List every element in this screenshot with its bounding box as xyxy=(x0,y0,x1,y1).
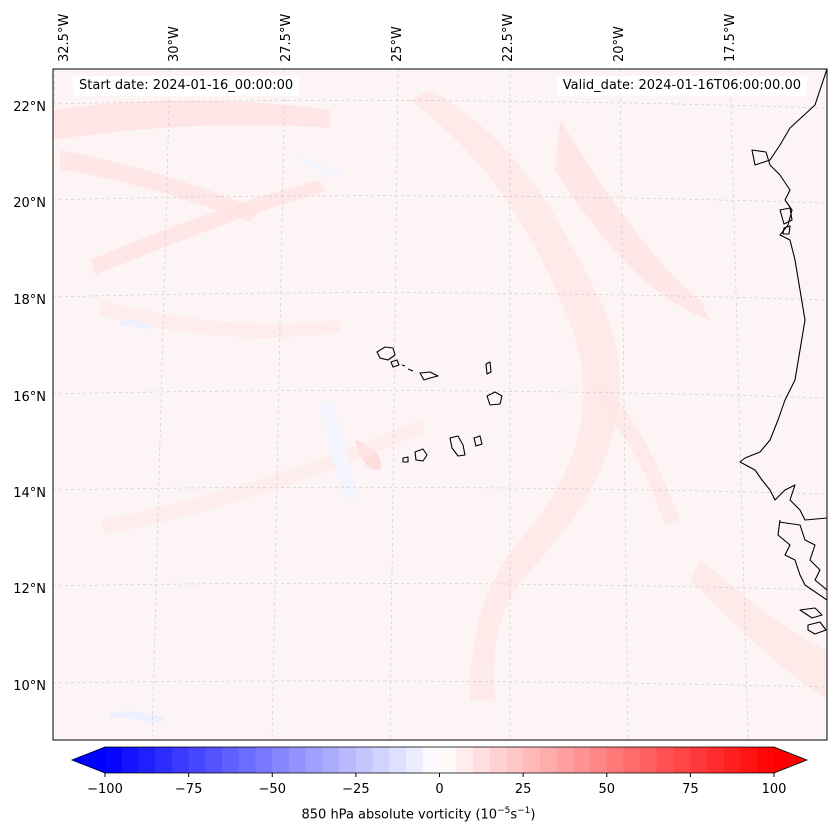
coastlines xyxy=(376,69,827,635)
colorbar-cell xyxy=(690,747,708,773)
latitude-labels: 22°N 20°N 18°N 16°N 14°N 12°N 10°N xyxy=(13,100,46,694)
colorbar-title-exp: −5 xyxy=(497,806,511,816)
colorbar-title-exp: −1 xyxy=(517,806,531,816)
colorbar-cell xyxy=(155,747,173,773)
colorbar-title-end: ) xyxy=(530,807,536,823)
lat-label: 12°N xyxy=(13,582,46,597)
map-frame xyxy=(52,68,828,741)
colorbar-title-unit: s xyxy=(510,807,518,823)
colorbar-tick-label: −25 xyxy=(342,782,369,797)
colorbar-cell xyxy=(523,747,541,773)
colorbar-cell xyxy=(606,747,624,773)
colorbar-cell xyxy=(757,747,775,773)
colorbar-min-arrow xyxy=(72,747,105,773)
colorbar-cell xyxy=(556,747,574,773)
island-santiago xyxy=(449,435,466,457)
colorbar-cell xyxy=(205,747,223,773)
colorbar-tick-label: −50 xyxy=(259,782,286,797)
colorbar-cell xyxy=(238,747,257,773)
colorbar-cell xyxy=(255,747,273,773)
colorbar-max-arrow xyxy=(774,747,807,773)
colorbar-cell xyxy=(723,747,742,773)
colorbar-ticks: −100 −75 −50 −25 0 25 50 75 100 xyxy=(87,773,786,797)
lon-label: 17.5°W xyxy=(723,14,738,62)
colorbar-cell xyxy=(590,747,608,773)
lat-label: 14°N xyxy=(13,486,46,501)
colorbar-cell xyxy=(673,747,691,773)
lon-label: 30°W xyxy=(167,26,182,62)
colorbar-cell xyxy=(740,747,758,773)
colorbar-cell xyxy=(171,747,190,773)
colorbar-tick-label: −100 xyxy=(87,782,123,797)
colorbar: −100 −75 −50 −25 0 25 50 75 100 xyxy=(70,746,809,797)
colorbar-cell xyxy=(355,747,374,773)
lat-label: 18°N xyxy=(13,293,46,308)
lat-label: 20°N xyxy=(13,196,46,211)
colorbar-cell xyxy=(623,747,641,773)
island-fogo xyxy=(414,448,428,462)
colorbar-cell xyxy=(539,747,558,773)
colorbar-cell xyxy=(506,747,524,773)
colorbar-cell xyxy=(489,747,507,773)
island-sao-vicente xyxy=(390,359,400,368)
lon-label: 25°W xyxy=(390,26,405,62)
colorbar-cells xyxy=(105,747,775,773)
island-santo-antao xyxy=(376,346,396,361)
colorbar-cell xyxy=(105,747,123,773)
colorbar-cell xyxy=(439,747,457,773)
colorbar-cell xyxy=(406,747,424,773)
colorbar-cell xyxy=(472,747,491,773)
colorbar-tick-label: 0 xyxy=(435,782,443,797)
island-sal xyxy=(485,361,492,375)
colorbar-cell xyxy=(322,747,340,773)
lat-label: 16°N xyxy=(13,390,46,405)
island-boa-vista xyxy=(486,391,503,406)
lon-label: 20°W xyxy=(612,26,627,62)
colorbar-cell xyxy=(305,747,323,773)
start-date-label: Start date: 2024-01-16_00:00:00 xyxy=(73,76,300,96)
colorbar-cell xyxy=(121,747,139,773)
valid-date-label: Valid_date: 2024-01-16T06:00:00.00 xyxy=(556,76,807,96)
colorbar-tick-label: 50 xyxy=(598,782,615,797)
colorbar-cell xyxy=(656,747,675,773)
longitude-labels: 32.5°W 30°W 27.5°W 25°W 22.5°W 20°W 17.5… xyxy=(57,14,738,62)
island-sao-nicolau xyxy=(419,371,439,381)
lon-label: 32.5°W xyxy=(57,14,72,62)
colorbar-cell xyxy=(372,747,390,773)
colorbar-cell xyxy=(640,747,658,773)
colorbar-cell xyxy=(288,747,307,773)
africa-coastline xyxy=(739,69,827,521)
colorbar-cell xyxy=(389,747,407,773)
colorbar-title-text: 850 hPa absolute vorticity (10 xyxy=(301,807,498,823)
colorbar-tick-label: 75 xyxy=(682,782,699,797)
colorbar-title: 850 hPa absolute vorticity (10−5s−1) xyxy=(0,806,837,822)
lon-label: 27.5°W xyxy=(279,14,294,62)
map-background xyxy=(53,69,827,740)
colorbar-tick-label: −75 xyxy=(175,782,202,797)
colorbar-cell xyxy=(422,747,440,773)
colorbar-cell xyxy=(272,747,290,773)
vorticity-field xyxy=(53,90,827,724)
lon-label: 22.5°W xyxy=(501,14,516,62)
colorbar-cell xyxy=(456,747,474,773)
island-maio xyxy=(473,435,483,447)
colorbar-cell xyxy=(222,747,240,773)
island-brava xyxy=(402,456,409,463)
colorbar-cell xyxy=(339,747,357,773)
colorbar-cell xyxy=(188,747,206,773)
colorbar-tick-label: 100 xyxy=(762,782,787,797)
colorbar-cell xyxy=(138,747,156,773)
colorbar-cell xyxy=(573,747,591,773)
lat-label: 22°N xyxy=(13,100,46,115)
colorbar-tick-label: 25 xyxy=(515,782,532,797)
graticule xyxy=(53,69,827,740)
colorbar-cell xyxy=(707,747,725,773)
lat-label: 10°N xyxy=(13,679,46,694)
